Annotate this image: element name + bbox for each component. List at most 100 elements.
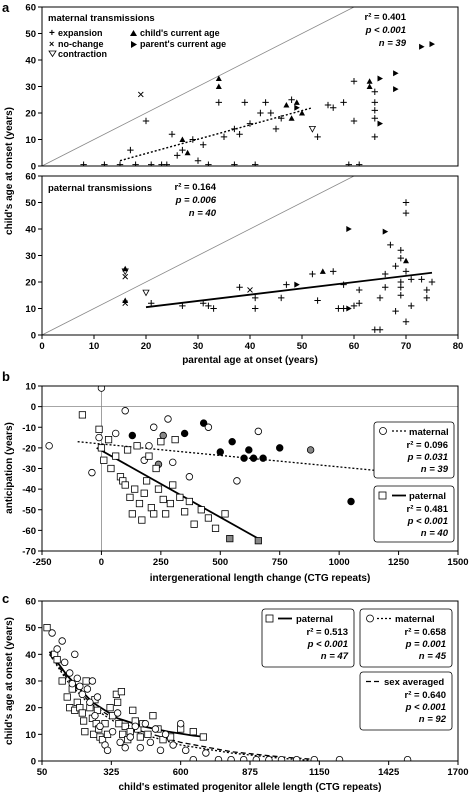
maternal-point (60, 658, 69, 667)
maternal-point (310, 755, 318, 761)
sex-averaged-r2: r² = 0.640 (405, 690, 446, 701)
legend-label-parent-current-age: parent's current age (140, 39, 226, 49)
maternal-point (169, 741, 177, 749)
maternal-point (371, 99, 378, 106)
maternal-point (200, 141, 207, 148)
paternal-point (154, 485, 163, 493)
y-tick-label: -20 (22, 443, 36, 454)
y-tick-label: 50 (25, 29, 36, 40)
maternal-point (194, 157, 202, 164)
paternal-point (350, 302, 358, 310)
maternal-point (246, 120, 254, 127)
x-tick-label: 0 (99, 557, 104, 568)
maternal-point (91, 711, 99, 720)
maternal-point (215, 99, 222, 106)
y-tick-label: 20 (25, 278, 36, 289)
paternal-point (117, 688, 126, 696)
paternal-label: paternal (296, 614, 333, 625)
panel-a-x-axis: 0 10 20 30 40 50 60 70 80 (39, 335, 463, 352)
maternal-point (350, 78, 358, 85)
paternal-title: paternal transmissions (48, 183, 152, 194)
maternal-point (80, 161, 87, 166)
y-tick-label: -60 (22, 526, 36, 537)
paternal-point (135, 499, 144, 508)
maternal-point (308, 126, 317, 133)
legend-label-no-change: no-change (58, 39, 104, 49)
y-tick-label: -30 (22, 464, 36, 475)
paternal-point (200, 300, 207, 307)
maternal-point (236, 131, 243, 138)
paternal-point (171, 436, 179, 444)
maternal-r2: r² = 0.658 (405, 627, 446, 638)
paternal-stats-box-frame (261, 608, 355, 668)
maternal-point (371, 133, 378, 141)
maternal-point (371, 115, 378, 122)
paternal-point (149, 712, 157, 720)
maternal-point (293, 99, 300, 105)
paternal-point (114, 698, 122, 706)
maternal-point (131, 722, 139, 731)
identity-line (42, 7, 355, 166)
y-tick-label: 60 (25, 3, 36, 14)
paternal-point (382, 284, 389, 291)
paternal-point (403, 257, 409, 264)
maternal-n: n = 45 (419, 651, 447, 662)
paternal-point (82, 677, 90, 685)
x-tick-label: 600 (173, 767, 189, 778)
maternal-point (240, 454, 248, 462)
paternal-point (254, 537, 262, 545)
x-tick-label: 750 (272, 557, 288, 568)
legend-marker-tri-right (131, 41, 137, 48)
maternal-point (95, 433, 103, 442)
maternal-point (265, 755, 273, 761)
legend-item-contraction: contraction (48, 49, 107, 59)
paternal-point (346, 226, 352, 232)
paternal-stats-box: paternal r² = 0.481 p < 0.001 n = 40 (373, 485, 455, 543)
x-tick-label: 875 (242, 767, 259, 778)
maternal-point (108, 727, 117, 736)
y-tick-label: 40 (25, 650, 36, 661)
paternal-point (53, 656, 61, 664)
paternal-n: n = 47 (321, 651, 349, 662)
paternal-point (159, 495, 167, 504)
maternal-point (146, 738, 155, 747)
paternal-stats: r² = 0.164 p = 0.006 n = 40 (175, 182, 217, 219)
legend-marker-circle (366, 614, 374, 623)
paternal-point (397, 292, 404, 299)
paternal-point (205, 302, 212, 310)
paternal-y-axis: 0 10 20 30 40 50 60 (25, 172, 42, 342)
paternal-point (122, 265, 129, 272)
paternal-point (382, 228, 389, 235)
maternal-point (278, 115, 285, 122)
paternal-point (278, 294, 285, 302)
paternal-point (144, 730, 152, 738)
paternal-point (428, 278, 436, 286)
panel-c-x-axis: 50 325 600 875 1150 1425 1700 (37, 761, 469, 778)
maternal-point (148, 161, 155, 166)
legend-item-parent-current-age: parent's current age (131, 39, 226, 49)
maternal-point (214, 755, 223, 761)
paternal-point (204, 514, 212, 522)
maternal-point (216, 448, 224, 456)
maternal-point (121, 743, 129, 752)
maternal-p: p = 0.031 (407, 452, 448, 463)
paternal-point (142, 289, 150, 297)
panel-b-y-label: anticipation (years) (4, 422, 15, 514)
y-tick-label: 60 (25, 597, 36, 608)
legend-label-child-current-age: child's current age (140, 28, 220, 38)
legend-item-child-current-age: child's current age (130, 28, 220, 38)
paternal-point (423, 294, 430, 302)
legend-marker-tri-down (48, 50, 57, 58)
maternal-point (330, 104, 337, 111)
paternal-point (376, 294, 384, 302)
maternal-point (78, 690, 87, 699)
paternal-point (319, 268, 326, 274)
maternal-stats: r² = 0.401 p < 0.001 n = 39 (365, 12, 407, 49)
legend-item-expansion: + expansion (49, 28, 103, 39)
panel-b-points (45, 386, 424, 545)
maternal-point (292, 755, 301, 761)
maternal-point (58, 637, 66, 645)
y-tick-label: 10 (25, 135, 36, 146)
paternal-point (226, 535, 234, 543)
paternal-point (179, 302, 186, 310)
